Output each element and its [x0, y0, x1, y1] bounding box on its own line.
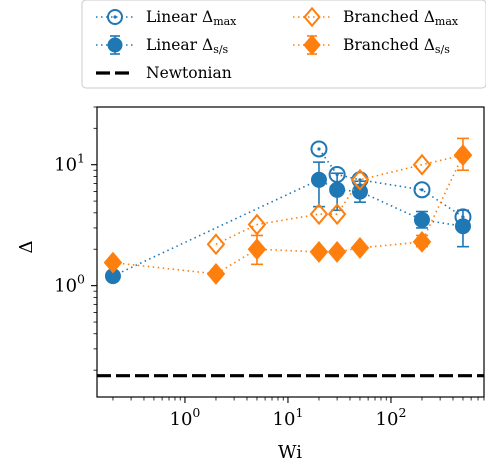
legend-item-linear-s-s-label-main: Linear Δ [146, 36, 213, 54]
legend-item-linear-s-s-label: Linear Δs/s [146, 36, 229, 56]
legend-item-branched-s-s-label: Branched Δs/s [343, 36, 450, 56]
legend-item-linear-s-s: Linear Δs/s [96, 35, 229, 56]
series-linear-s-s-point [351, 183, 368, 200]
series-linear-max-point [413, 181, 431, 199]
series-linear-max-point-dot [420, 188, 424, 192]
legend-item-newtonian: Newtonian [96, 64, 232, 82]
series-branched-max-line [215, 154, 464, 245]
x-tick-label-exponent: 2 [398, 405, 406, 420]
series-linear-s-s-point [454, 218, 471, 235]
legend-item-newtonian-label: Newtonian [146, 64, 232, 82]
legend-item-branched-max-label-sub: max [435, 15, 459, 28]
x-tick-label-exponent: 1 [295, 405, 303, 420]
legend-item-linear-max-marker-dot [113, 15, 117, 19]
series-branched-s-s-point [206, 262, 226, 285]
plot-area [97, 137, 484, 378]
x-tick-label: 100 [170, 405, 201, 430]
series-branched-max-point [206, 233, 226, 256]
series-branched-s-s-point [453, 144, 473, 167]
x-tick-label-exponent: 0 [192, 405, 200, 420]
series-branched-s-s-point [350, 237, 370, 259]
series-branched-s-s-point [309, 241, 329, 263]
series-branched-s-s-point [103, 251, 123, 274]
series-linear-s-s-point [413, 211, 430, 228]
series-linear-max [310, 140, 472, 226]
x-tick-label-base: 10 [170, 409, 193, 430]
series-linear-max-point [310, 140, 328, 158]
series-branched-s-s-point [247, 238, 267, 261]
legend-item-branched-max: Branched Δmax [293, 6, 459, 28]
y-tick-label: 100 [54, 272, 85, 297]
x-tick-label: 102 [376, 405, 407, 430]
y-axis-label: Δ [16, 241, 37, 254]
y-tick-label: 101 [54, 151, 85, 176]
series-branched-max-point [327, 203, 347, 226]
series-linear-s-s-point [310, 171, 327, 188]
x-axis-label: Wi [278, 442, 302, 463]
series-branched-s-s-point [327, 241, 347, 263]
series-branched-s-s-point [412, 230, 432, 253]
series-linear-s-s-line [112, 178, 464, 277]
series-branched-s-s [103, 137, 473, 285]
legend-item-branched-max-marker [303, 6, 321, 28]
series-branched-max [206, 144, 473, 256]
series-branched-max-point [350, 168, 370, 191]
x-tick-label-base: 10 [273, 409, 296, 430]
series-linear-max-line [318, 148, 464, 218]
legend-box [81, 0, 486, 89]
legend-item-linear-max-label: Linear Δmax [146, 8, 237, 28]
y-tick-label-exponent: 1 [77, 151, 85, 166]
legend-item-branched-s-s: Branched Δs/s [293, 34, 450, 56]
y-tick-label-exponent: 0 [77, 272, 85, 287]
legend-item-linear-max-label-sub: max [213, 15, 237, 28]
legend-item-branched-max-label: Branched Δmax [343, 8, 459, 28]
legend-item-linear-s-s-marker [107, 37, 123, 53]
legend-item-linear-max: Linear Δmax [96, 8, 237, 28]
legend-item-newtonian-label-main: Newtonian [146, 64, 232, 82]
x-tick-label-base: 10 [376, 409, 399, 430]
series-linear-max-point-dot [317, 147, 321, 151]
series-linear-s-s [104, 161, 471, 285]
series-linear-s-s-point [329, 181, 346, 198]
legend-item-branched-s-s-label-main: Branched Δ [343, 36, 435, 54]
series-branched-max-point [247, 213, 267, 236]
legend-item-linear-max-marker [107, 9, 123, 25]
axes-frame [96, 106, 485, 398]
x-tick-label: 101 [273, 405, 304, 430]
series-branched-s-s-line [112, 154, 464, 275]
y-tick-label-base: 10 [54, 155, 77, 176]
y-tick-label-base: 10 [54, 276, 77, 297]
legend-item-linear-max-label-main: Linear Δ [146, 8, 213, 26]
series-branched-max-point [412, 153, 432, 176]
series-branched-max-point [309, 203, 329, 226]
legend-item-linear-s-s-label-sub: s/s [213, 43, 228, 56]
legend-item-branched-s-s-marker [303, 34, 321, 56]
legend-item-branched-s-s-label-sub: s/s [435, 43, 450, 56]
legend-item-branched-max-label-main: Branched Δ [343, 8, 435, 26]
